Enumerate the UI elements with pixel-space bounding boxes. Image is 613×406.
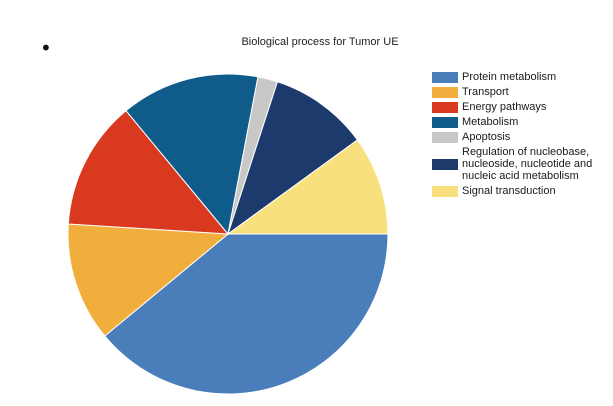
chart-title: Biological process for Tumor UE (241, 36, 399, 48)
legend-label: Protein metabolism (462, 71, 557, 83)
legend-swatch (432, 132, 458, 143)
legend-item-energy-pathways: Energy pathways (432, 101, 613, 113)
pie-slice-signal-transduction (226, 139, 389, 235)
legend-item-metabolism: Metabolism (432, 116, 613, 128)
legend-label-line: Regulation of nucleobase, (462, 146, 590, 158)
legend-label: Transport (462, 86, 509, 98)
legend-item-apoptosis: Apoptosis (432, 131, 613, 143)
legend-label: Energy pathways (462, 101, 547, 113)
legend-swatch (432, 102, 458, 113)
pie-slice-energy-pathways (67, 110, 230, 235)
legend-swatch (432, 186, 458, 197)
chart-legend: Protein metabolism Transport Energy path… (432, 71, 613, 200)
legend-label: Metabolism (462, 116, 519, 128)
legend-swatch (432, 72, 458, 83)
legend-label-line: nucleic acid metabolism (462, 170, 579, 182)
legend-label: Regulation of nucleobase, nucleoside, nu… (462, 146, 613, 182)
pie-slice-metabolism (125, 73, 259, 236)
pie-slice-protein-metabolism (104, 233, 389, 395)
legend-swatch (432, 87, 458, 98)
pie-slice-regulation-of (227, 81, 359, 236)
legend-item-signal-transduction: Signal transduction (432, 185, 613, 197)
legend-label-line: nucleoside, nucleotide and (462, 158, 593, 170)
legend-swatch (432, 159, 458, 170)
legend-item-regulation: Regulation of nucleobase, nucleoside, nu… (432, 146, 613, 182)
legend-label: Apoptosis (462, 131, 511, 143)
bullet-point: • (40, 36, 52, 60)
legend-label: Signal transduction (462, 185, 556, 197)
legend-swatch (432, 117, 458, 128)
legend-item-protein-metabolism: Protein metabolism (432, 71, 613, 83)
legend-item-transport: Transport (432, 86, 613, 98)
pie-slice-transport (67, 223, 230, 337)
